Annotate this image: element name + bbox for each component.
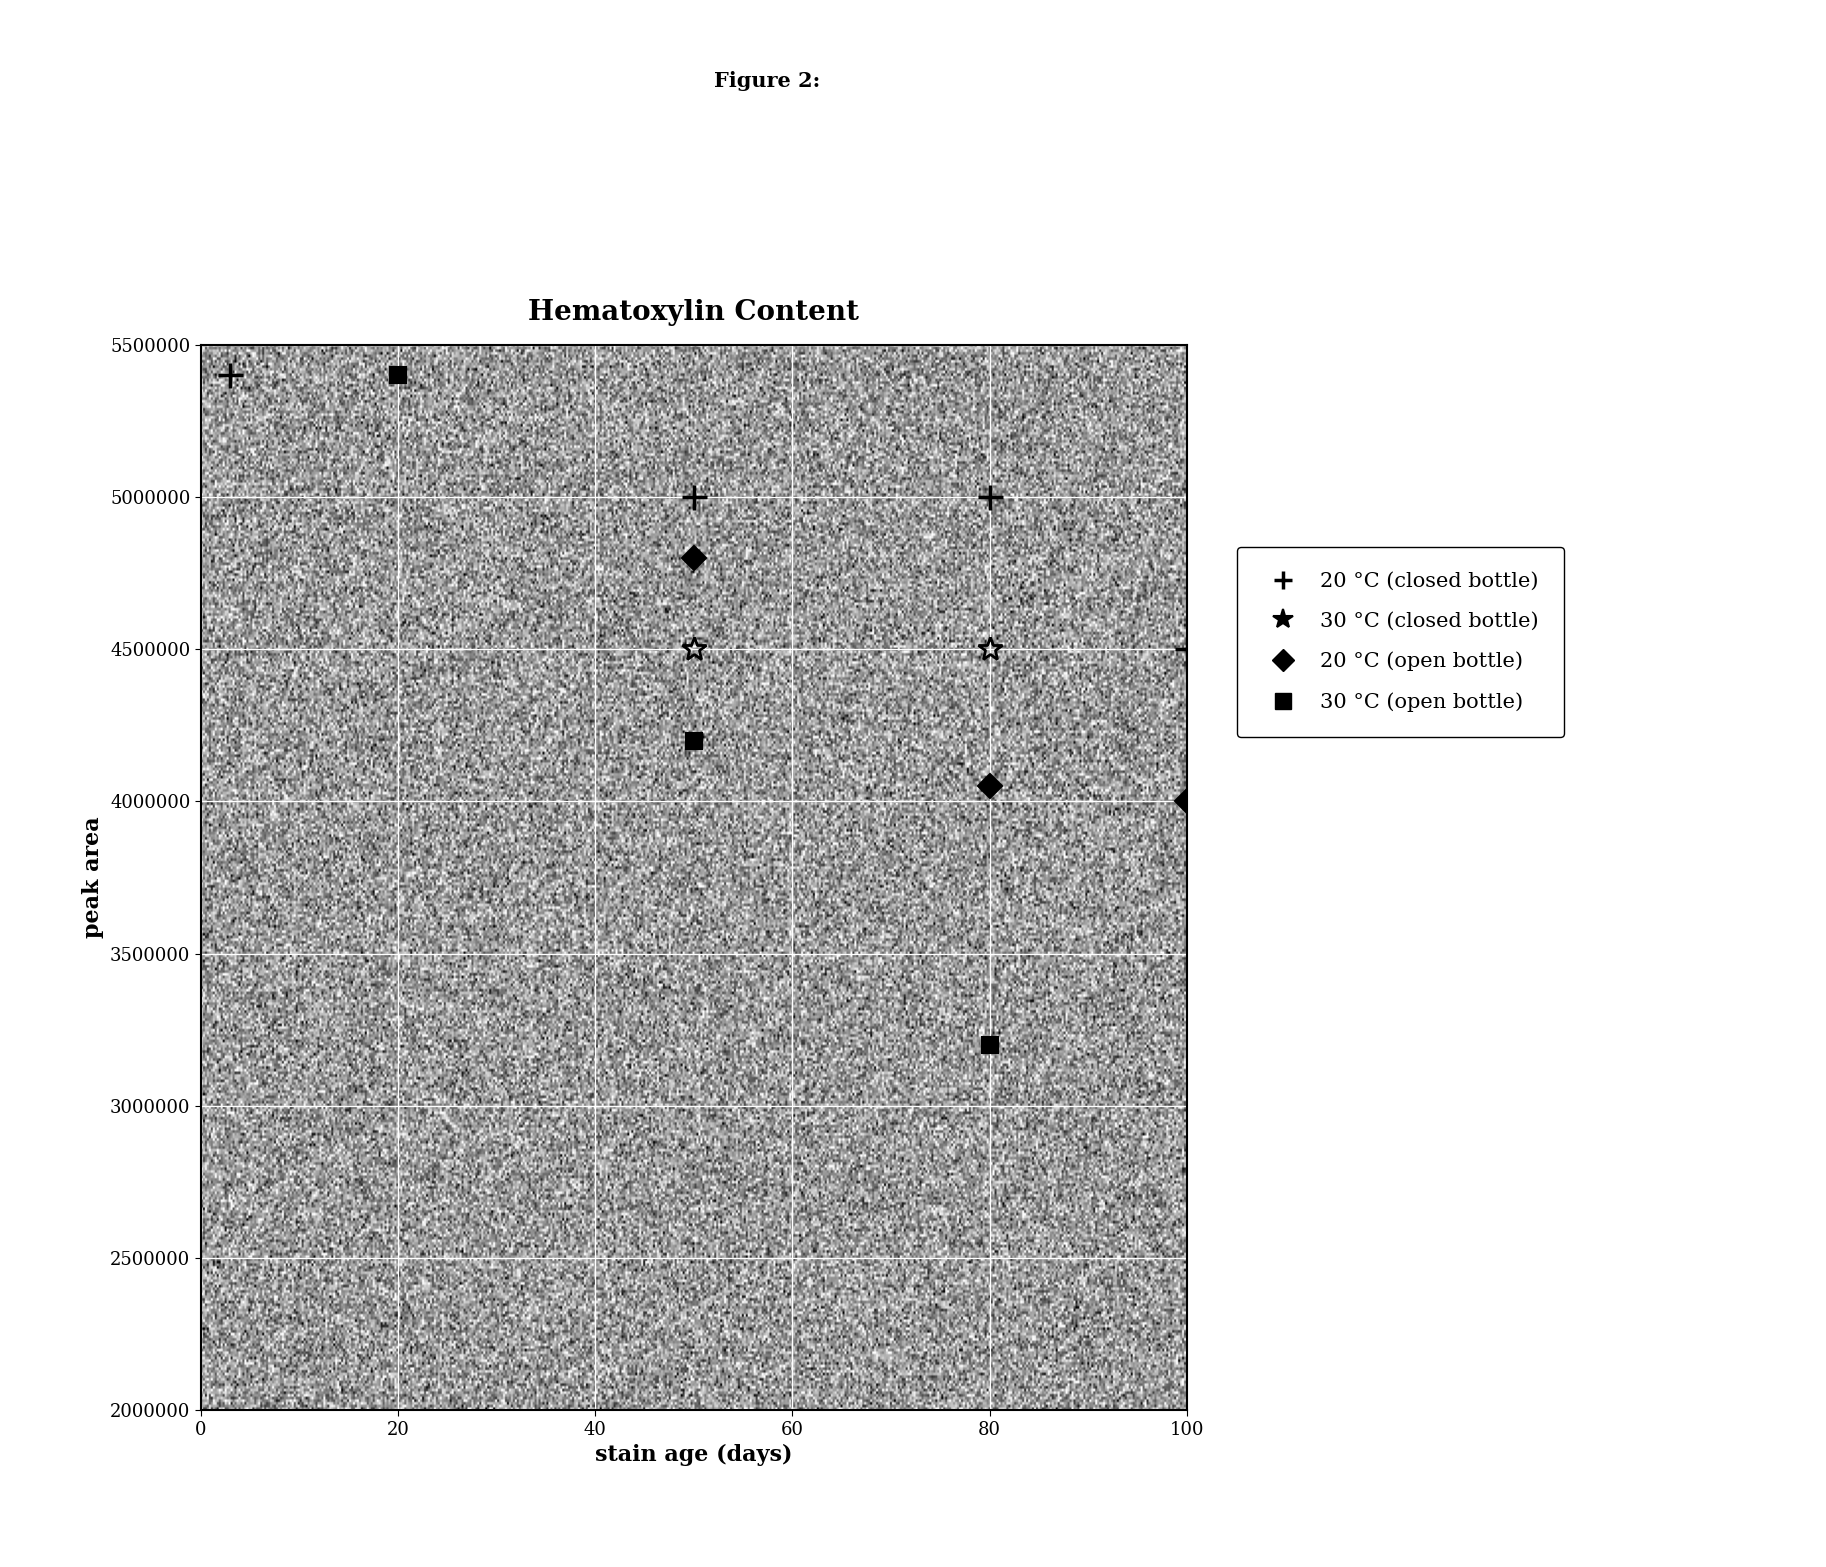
Line: 30 °C (closed bottle): 30 °C (closed bottle) — [681, 636, 1002, 661]
30 °C (open bottle) — [387, 365, 409, 384]
30 °C (closed bottle) — [683, 639, 705, 658]
Line: 20 °C (open bottle): 20 °C (open bottle) — [685, 550, 1196, 810]
30 °C (open bottle) — [979, 1036, 1001, 1055]
20 °C (open bottle) — [683, 548, 705, 567]
Y-axis label: peak area: peak area — [82, 816, 104, 939]
20 °C (open bottle) — [1176, 791, 1198, 810]
Title: Hematoxylin Content: Hematoxylin Content — [528, 299, 860, 326]
Legend: 20 °C (closed bottle), 30 °C (closed bottle), 20 °C (open bottle), 30 °C (open b: 20 °C (closed bottle), 30 °C (closed bot… — [1236, 547, 1563, 736]
30 °C (closed bottle) — [979, 639, 1001, 658]
Line: 30 °C (open bottle): 30 °C (open bottle) — [391, 368, 997, 1053]
Line: 20 °C (closed bottle): 20 °C (closed bottle) — [217, 362, 1200, 661]
20 °C (closed bottle) — [219, 365, 241, 384]
20 °C (closed bottle) — [979, 487, 1001, 506]
20 °C (closed bottle) — [683, 487, 705, 506]
30 °C (open bottle) — [683, 732, 705, 751]
X-axis label: stain age (days): stain age (days) — [595, 1445, 792, 1467]
Text: Figure 2:: Figure 2: — [714, 71, 820, 91]
20 °C (closed bottle) — [1176, 639, 1198, 658]
20 °C (open bottle) — [979, 777, 1001, 796]
